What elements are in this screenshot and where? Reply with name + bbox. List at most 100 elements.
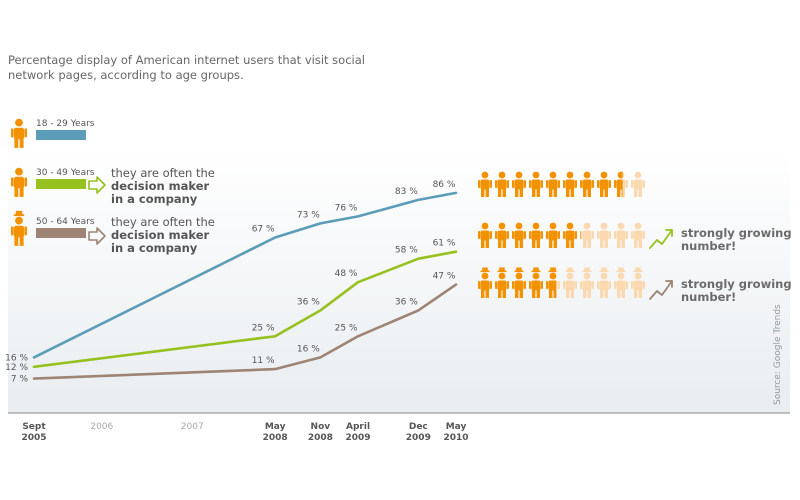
- chart-title-line-2: network pages, according to age groups.: [8, 68, 244, 82]
- person-icon: [631, 222, 645, 248]
- person-icon: [614, 267, 628, 298]
- person-icon-partial: [580, 231, 581, 239]
- legend-label: 30 - 49 Years: [36, 168, 95, 178]
- person-icon: [10, 210, 28, 246]
- growth-text-line-2: number!: [681, 239, 736, 253]
- person-icon: [512, 267, 526, 298]
- data-label: 36 %: [395, 297, 418, 307]
- series-lines: [32, 191, 458, 380]
- trend-up-icon: [649, 229, 673, 249]
- data-label: 58 %: [395, 246, 418, 256]
- chart-title-line-1: Percentage display of American internet …: [8, 53, 365, 67]
- x-tick-label: May: [446, 422, 467, 432]
- legend-item: 50 - 64 Years: [10, 210, 95, 246]
- data-label: 16 %: [297, 344, 320, 354]
- x-tick-label: 2008: [308, 433, 333, 443]
- plot-background: [8, 150, 790, 413]
- series-line: [32, 250, 458, 369]
- x-tick-label: 2010: [443, 433, 468, 443]
- person-icon: [495, 222, 509, 248]
- x-tick-label: Dec: [409, 422, 428, 432]
- pictogram-row: [478, 171, 645, 197]
- x-tick-label: 2009: [406, 433, 431, 443]
- person-icon: [563, 222, 577, 248]
- person-icon: [478, 171, 492, 197]
- data-label: 12 %: [5, 363, 28, 373]
- person-icon: [546, 171, 560, 197]
- x-tick-label: 2007: [181, 422, 204, 432]
- legend-item: 30 - 49 Years: [10, 167, 95, 197]
- person-icon: [512, 222, 526, 248]
- person-icon-partial: [546, 267, 557, 298]
- x-tick-label: April: [346, 422, 370, 432]
- legend-swatch: [36, 130, 86, 140]
- person-icon: [478, 222, 492, 248]
- svg-text:strongly growing number!: strongly growing number!: [681, 277, 796, 304]
- decision-text-line-3: in a company: [111, 241, 198, 255]
- data-label: 48 %: [335, 269, 358, 279]
- data-label: 76 %: [335, 203, 358, 213]
- pictogram-row: [478, 222, 645, 248]
- person-icon: [580, 267, 594, 298]
- growth-text-line-1: strongly growing: [681, 226, 792, 240]
- person-icon: [614, 222, 628, 248]
- person-icon: [512, 171, 526, 197]
- legend-label: 18 - 29 Years: [36, 119, 95, 129]
- x-tick-label: Sept: [22, 422, 46, 432]
- x-tick-label: 2006: [90, 422, 113, 432]
- legend-label: 50 - 64 Years: [36, 217, 95, 227]
- series-line: [32, 191, 458, 359]
- growth-text-line-1: strongly growing: [681, 277, 792, 291]
- person-icon: [597, 222, 611, 248]
- legend: 18 - 29 Years 30 - 49 Years 50 - 64 Years: [10, 118, 95, 246]
- person-icon: [10, 118, 28, 148]
- decision-text-line-3: in a company: [111, 192, 198, 206]
- decision-text-line-1: they are often the: [111, 215, 215, 229]
- person-icon: [580, 222, 594, 248]
- legend-swatch: [36, 228, 86, 238]
- source-label: Source: Google Trends: [773, 304, 783, 405]
- x-tick-label: 2009: [346, 433, 371, 443]
- data-label: 25 %: [335, 323, 358, 333]
- data-label: 47 %: [433, 272, 456, 282]
- data-label: 83 %: [395, 187, 418, 197]
- person-icon: [563, 267, 577, 298]
- decision-annotation-50-64: they are often the decision maker in a c…: [88, 215, 219, 255]
- chart-title: Percentage display of American internet …: [8, 53, 369, 82]
- growth-annotation-50-64: strongly growing number!: [649, 277, 796, 304]
- pictogram-row: [478, 267, 645, 298]
- person-icon: [597, 171, 611, 197]
- person-icon: [478, 267, 492, 298]
- person-icon: [631, 267, 645, 298]
- data-label: 61 %: [433, 239, 456, 249]
- data-label: 16 %: [5, 353, 28, 363]
- person-icon: [597, 267, 611, 298]
- pictograms: [478, 171, 645, 298]
- person-icon: [546, 222, 560, 248]
- x-tick-label: May: [265, 422, 286, 432]
- person-icon: [529, 222, 543, 248]
- data-label: 25 %: [252, 323, 275, 333]
- data-label: 7 %: [11, 375, 29, 385]
- person-icon: [495, 267, 509, 298]
- decision-text-line-1: they are often the: [111, 166, 215, 180]
- person-icon-partial: [614, 171, 623, 197]
- arrow-right-icon: [88, 227, 106, 245]
- arrow-right-icon: [88, 176, 106, 194]
- trend-up-icon: [649, 280, 673, 300]
- growth-text-line-2: number!: [681, 290, 736, 304]
- person-icon: [563, 171, 577, 197]
- decision-text-line-2: decision maker: [111, 179, 210, 193]
- person-icon: [580, 171, 594, 197]
- series-line: [32, 283, 458, 380]
- svg-text:they are often the decis: they are often the decision maker in a c…: [111, 215, 219, 255]
- data-label: 86 %: [433, 180, 456, 190]
- legend-item: 18 - 29 Years: [10, 118, 95, 148]
- data-label: 11 %: [252, 356, 275, 366]
